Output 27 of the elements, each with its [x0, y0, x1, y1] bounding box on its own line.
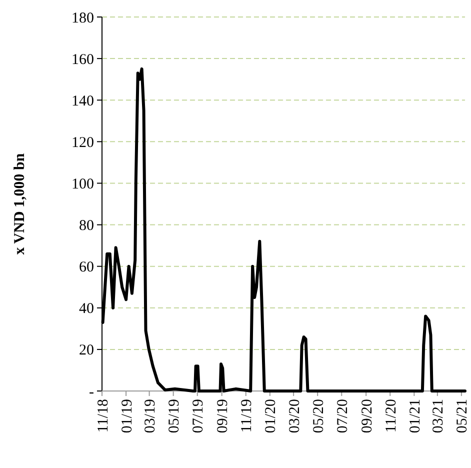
- x-tick-label: 01/21: [407, 399, 424, 434]
- x-tick-label: 03/20: [286, 399, 303, 434]
- x-tick-label: 09/19: [215, 399, 232, 434]
- x-tick-label: 09/20: [359, 399, 376, 434]
- x-tick-label: 01/20: [263, 399, 280, 434]
- y-tick-label: 180: [72, 10, 94, 26]
- y-tick-label: 20: [79, 342, 94, 359]
- x-tick-label: 05/19: [166, 399, 183, 434]
- x-tick-label: 05/20: [310, 399, 327, 434]
- x-tick-label: 05/21: [454, 399, 471, 434]
- y-tick-label: 40: [79, 301, 94, 318]
- y-tick-label: 100: [72, 176, 94, 192]
- x-tick-label: 11/20: [383, 399, 400, 433]
- x-tick-label: 03/19: [142, 399, 159, 434]
- y-tick-label: 160: [72, 52, 94, 68]
- y-tick-label: 120: [72, 134, 94, 151]
- x-tick-label: 03/21: [430, 399, 447, 434]
- x-tick-label: 11/18: [95, 399, 112, 433]
- x-tick-label: 07/19: [190, 399, 207, 434]
- y-tick-label: 80: [79, 218, 94, 234]
- x-tick-label: 11/19: [239, 399, 256, 433]
- x-tick-label: 01/19: [119, 399, 136, 434]
- y-tick-label: -: [89, 384, 94, 400]
- y-tick-label: 140: [72, 93, 94, 110]
- y-tick-label: 60: [79, 260, 94, 276]
- x-tick-label: 07/20: [334, 399, 351, 434]
- y-axis-title: x VND 1,000 bn: [12, 152, 28, 255]
